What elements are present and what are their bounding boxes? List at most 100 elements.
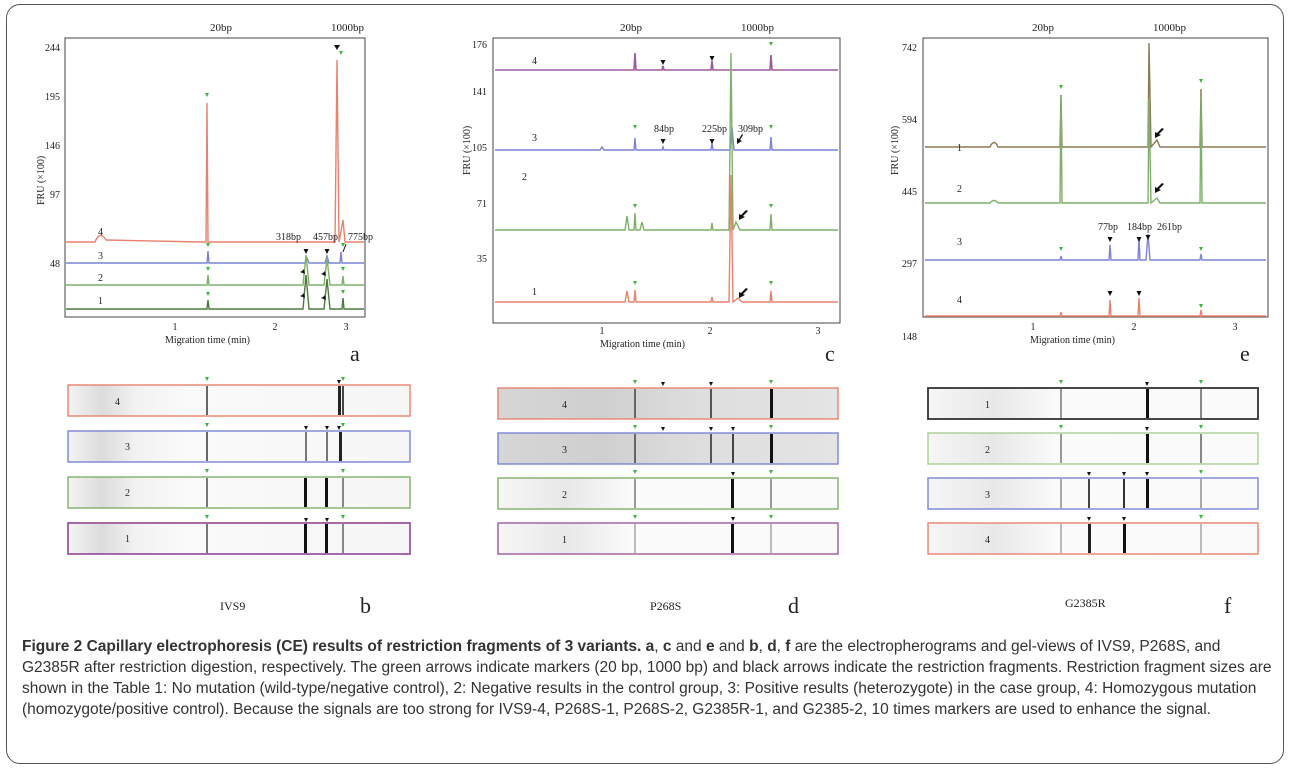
y-tick: 594	[902, 115, 917, 126]
trace-2	[495, 52, 838, 231]
x-tick: 2	[273, 322, 278, 333]
y-tick: 71	[477, 199, 487, 210]
trace-4	[495, 52, 838, 71]
fragment-label: 225bp	[702, 124, 727, 135]
x-tick: 3	[816, 326, 821, 337]
figure-frame	[6, 4, 1284, 764]
trace-3	[66, 250, 364, 264]
trace-2	[925, 95, 1266, 205]
panel-d-gel-view: 4 3 2 1	[497, 378, 839, 618]
lane-label: 2	[985, 445, 990, 456]
marker-label-1000bp: 1000bp	[1153, 22, 1187, 34]
panel-e-electropherogram: 20bp 1000bp 742 594 445 297 148 FRU (×10…	[890, 22, 1269, 366]
trace-label: 3	[957, 237, 962, 248]
marker-label-1000bp: 1000bp	[741, 22, 775, 34]
gel-lane: 2	[67, 476, 411, 509]
x-tick: 1	[173, 322, 178, 333]
green-marker-arrow-icons	[1059, 380, 1203, 519]
y-tick: 742	[902, 43, 917, 54]
variant-name: P268S	[650, 599, 681, 613]
trace-label: 1	[98, 296, 103, 307]
fragment-label: 775bp	[348, 232, 373, 243]
y-tick-labels: 742 594 445 297 148	[902, 43, 917, 343]
lane-label: 2	[125, 488, 130, 499]
caption-letter: b	[749, 638, 759, 655]
trace-label: 4	[98, 227, 103, 238]
panel-letter-b: b	[360, 593, 371, 618]
gel-lane: 1	[927, 387, 1259, 420]
caption-separator: ,	[776, 638, 786, 655]
y-tick: 297	[902, 259, 917, 270]
fragment-label: 184bp	[1127, 222, 1152, 233]
lane-label: 4	[985, 535, 990, 546]
caption-separator: and	[671, 638, 706, 655]
lane-label: 4	[562, 400, 567, 411]
panel-f-gel-view: 1 2 3 4	[927, 378, 1259, 618]
marker-label-20bp: 20bp	[1032, 22, 1055, 34]
trace-label: 3	[532, 133, 537, 144]
arrow-line	[342, 243, 347, 253]
gel-lane: 3	[67, 430, 411, 463]
fragment-label: 318bp	[276, 232, 301, 243]
panel-letter-e: e	[1240, 341, 1250, 366]
plot-frame	[64, 37, 366, 318]
caption-separator: ,	[758, 638, 768, 655]
gel-lane: 4	[67, 384, 411, 417]
trace-labels: 4 3 2 1	[98, 227, 103, 307]
x-axis-label: Migration time (min)	[1030, 335, 1115, 346]
caption-separator: and	[714, 638, 750, 655]
x-tick: 1	[1031, 322, 1036, 333]
black-arrow-icons	[1107, 128, 1164, 296]
caption-letter: a	[645, 638, 655, 655]
y-tick: 48	[50, 259, 60, 270]
lane-label: 3	[985, 490, 990, 501]
lane-label: 3	[562, 445, 567, 456]
black-arrow-icons	[296, 38, 340, 300]
variant-name: G2385R	[1065, 596, 1106, 610]
panel-a-electropherogram: 20bp 1000bp 244 195 146 97 48 FRU (×100)…	[36, 22, 373, 366]
y-axis-label: FRU (×100)	[462, 126, 473, 175]
panel-letter-f: f	[1224, 593, 1232, 618]
trace-labels: 4 3 2 1	[522, 56, 537, 298]
fragment-labels: 84bp 225bp 309bp	[654, 124, 763, 135]
x-axis-label: Migration time (min)	[165, 335, 250, 346]
lane-label: 3	[125, 442, 130, 453]
x-tick-labels: 1 2 3	[1031, 322, 1238, 333]
green-marker-arrow-icons	[205, 377, 345, 519]
x-tick-labels: 1 2 3	[173, 322, 349, 333]
y-tick: 195	[45, 92, 60, 103]
fragment-labels: 77bp 184bp 261bp	[1098, 222, 1182, 233]
panel-c-electropherogram: 20bp 1000bp 176 141 105 71 35 FRU (×100)…	[462, 22, 841, 366]
gel-lane: 4	[497, 387, 839, 420]
fragment-label: 309bp	[738, 124, 763, 135]
caption-letter: c	[662, 638, 672, 655]
y-tick: 176	[472, 40, 487, 51]
marker-label-20bp: 20bp	[620, 22, 643, 34]
trace-label: 3	[98, 251, 103, 262]
marker-label-20bp: 20bp	[210, 22, 233, 34]
fragment-label: 77bp	[1098, 222, 1118, 233]
y-tick: 141	[472, 87, 487, 98]
caption-letter: d	[767, 638, 777, 655]
gel-lane: 2	[927, 432, 1259, 465]
caption-letter: e	[705, 638, 715, 655]
black-arrow-icons	[660, 51, 748, 298]
caption-separator: ,	[654, 638, 663, 655]
plot-frame	[922, 37, 1269, 318]
trace-3	[925, 233, 1266, 261]
green-marker-arrow-icons	[1059, 79, 1203, 308]
lane-label: 1	[125, 534, 130, 545]
y-tick-labels: 244 195 146 97 48	[45, 43, 60, 270]
fragment-labels: 318bp 457bp 775bp	[276, 232, 373, 243]
y-tick: 146	[45, 141, 60, 152]
caption-text: are the electropherograms and gel-views …	[22, 638, 1272, 718]
variant-name: IVS9	[220, 599, 245, 613]
x-axis-label: Migration time (min)	[600, 339, 685, 350]
panel-letter-c: c	[825, 341, 835, 366]
green-marker-arrow-icons	[205, 51, 345, 296]
caption-title: Figure 2 Capillary electrophoresis (CE) …	[22, 638, 642, 655]
black-arrow-icons	[1087, 378, 1149, 521]
trace-labels: 1 2 3 4	[957, 143, 962, 306]
panel-b-gel-view: 4 3 2 1	[67, 376, 411, 618]
trace-label: 4	[957, 295, 962, 306]
